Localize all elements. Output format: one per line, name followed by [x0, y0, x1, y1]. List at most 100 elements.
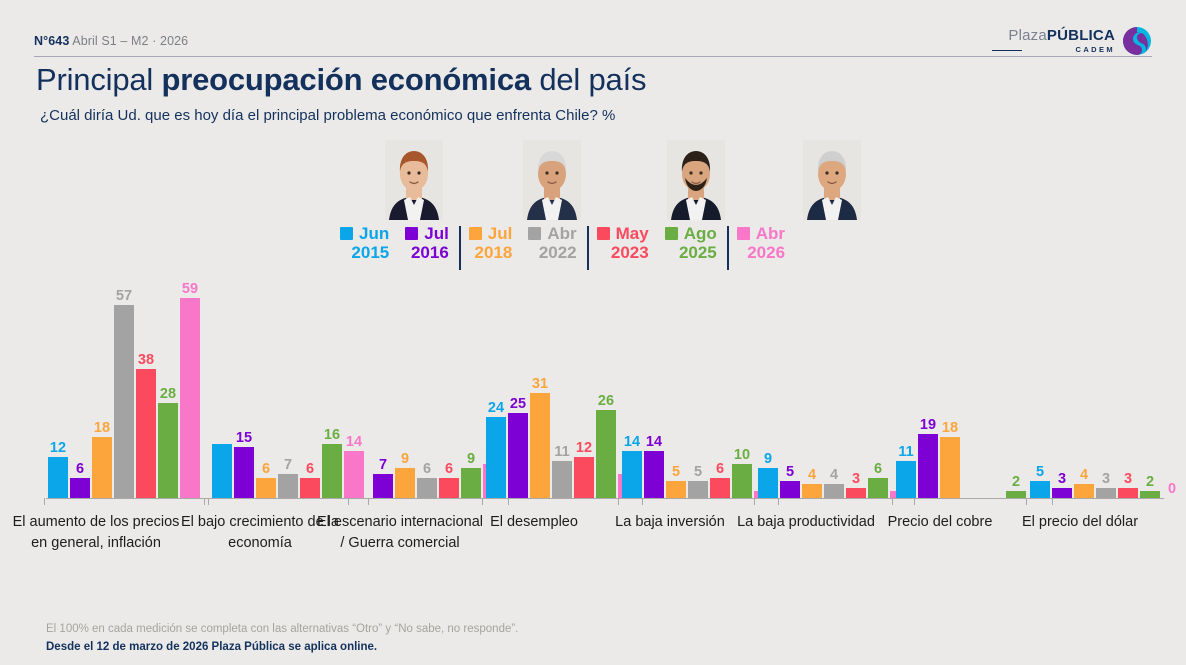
bar[interactable]: 6 — [70, 258, 90, 498]
x-axis-tick — [1052, 498, 1053, 505]
bar-rect — [461, 467, 481, 498]
bar[interactable]: 18 — [940, 258, 960, 498]
bar[interactable]: 10 — [732, 258, 752, 498]
bar-rect — [180, 298, 200, 498]
bar[interactable]: 16 — [322, 258, 342, 498]
bar[interactable]: 4 — [802, 258, 822, 498]
bar-rect — [344, 450, 364, 498]
bar-value-label: 6 — [715, 460, 725, 477]
bar[interactable]: 7 — [278, 258, 298, 498]
bar[interactable]: 9 — [395, 258, 415, 498]
legend-item-abr-2026[interactable]: Abr 2026 — [736, 224, 785, 262]
legend-year: 2016 — [410, 243, 449, 263]
bar[interactable] — [984, 258, 1004, 498]
bar[interactable]: 5 — [1030, 258, 1050, 498]
bar-rect — [552, 460, 572, 498]
bar[interactable]: 14 — [622, 258, 642, 498]
page-title: Principal preocupación económica del paí… — [36, 62, 647, 98]
issue-period: Abril S1 – M2 · 2026 — [72, 34, 189, 48]
x-axis-tick — [618, 498, 619, 505]
footer-note-2: Desde el 12 de marzo de 2026 Plaza Públi… — [46, 641, 378, 654]
bar[interactable]: 4 — [824, 258, 844, 498]
bar[interactable]: 3 — [1096, 258, 1116, 498]
bar[interactable]: 6 — [256, 258, 276, 498]
bar-group: 15 6 7 6 16 14 — [212, 258, 364, 498]
bar[interactable]: 18 — [92, 258, 112, 498]
bar-value-label: 9 — [466, 450, 476, 467]
x-axis-category-label: El bajo crecimiento de la economía — [181, 514, 339, 552]
legend-swatch-icon — [468, 227, 482, 241]
bar[interactable]: 5 — [666, 258, 686, 498]
bar[interactable]: 24 — [486, 258, 506, 498]
legend-group-3: May 2023 Ago 2025 — [586, 224, 727, 271]
bar[interactable]: 12 — [48, 258, 68, 498]
bar[interactable]: 2 — [1006, 258, 1026, 498]
bar[interactable]: 2 — [1140, 258, 1160, 498]
legend-item-jun-2015[interactable]: Jun 2015 — [340, 224, 389, 262]
x-axis-category-label: El escenario internacional / Guerra come… — [316, 514, 484, 552]
bar-value-label: 14 — [345, 433, 363, 450]
legend-item-ago-2025[interactable]: Ago 2025 — [664, 224, 717, 262]
bar[interactable]: 5 — [780, 258, 800, 498]
bar-rect — [92, 437, 112, 498]
bar[interactable]: 4 — [1074, 258, 1094, 498]
bar[interactable]: 7 — [373, 258, 393, 498]
bar[interactable]: 11 — [896, 258, 916, 498]
bar[interactable] — [962, 258, 982, 498]
legend-swatch-icon — [340, 227, 353, 241]
bar[interactable]: 57 — [114, 258, 134, 498]
bar-value-label: 6 — [305, 460, 315, 477]
bar[interactable]: 6 — [300, 258, 320, 498]
logo-subtitle-cadem: CADEM — [992, 46, 1115, 54]
bar[interactable]: 3 — [846, 258, 866, 498]
legend-swatch-icon — [528, 227, 542, 241]
legend-year: 2023 — [610, 243, 649, 263]
bar-rect — [1030, 481, 1050, 498]
bar-value-label: 10 — [733, 447, 751, 464]
bar[interactable]: 14 — [344, 258, 364, 498]
bar[interactable]: 14 — [644, 258, 664, 498]
kast-portrait — [803, 140, 861, 220]
bar[interactable]: 6 — [868, 258, 888, 498]
bar[interactable]: 6 — [439, 258, 459, 498]
legend-item-may-2023[interactable]: May 2023 — [596, 224, 649, 263]
legend-item-jul-2016[interactable]: Jul 2016 — [405, 224, 449, 262]
bar-value-label: 0 — [1167, 481, 1177, 497]
bar[interactable]: 0 — [1162, 258, 1182, 498]
bar[interactable]: 26 — [596, 258, 616, 498]
bar[interactable]: 9 — [758, 258, 778, 498]
bar[interactable]: 12 — [574, 258, 594, 498]
bar-rect — [322, 443, 342, 498]
legend-group-2: Jul 2018 Abr 2022 — [458, 224, 587, 271]
bar[interactable]: 28 — [158, 258, 178, 498]
bar-rect — [1052, 487, 1072, 498]
bar-value-label: 31 — [531, 376, 549, 392]
bar[interactable]: 25 — [508, 258, 528, 498]
bar-rect — [732, 464, 752, 498]
bar[interactable]: 19 — [918, 258, 938, 498]
bar[interactable]: 9 — [461, 258, 481, 498]
bar[interactable]: 5 — [688, 258, 708, 498]
bar[interactable]: 3 — [1052, 258, 1072, 498]
bar[interactable]: 3 — [1118, 258, 1138, 498]
bar-value-label: 7 — [283, 457, 293, 474]
legend-item-abr-2022[interactable]: Abr 2022 — [528, 224, 577, 262]
bar[interactable]: 6 — [710, 258, 730, 498]
bar[interactable]: 6 — [417, 258, 437, 498]
legend-month: Jul — [487, 224, 513, 243]
bar[interactable]: 59 — [180, 258, 200, 498]
bar-rect — [918, 433, 938, 498]
bar-value-label: 9 — [763, 450, 773, 467]
bar[interactable]: 38 — [136, 258, 156, 498]
bar-value-label: 15 — [235, 430, 253, 447]
x-axis-tick — [208, 498, 209, 505]
bar[interactable]: 11 — [552, 258, 572, 498]
legend-item-jul-2018[interactable]: Jul 2018 — [468, 224, 513, 262]
bar-rect — [780, 481, 800, 498]
bar[interactable]: 31 — [530, 258, 550, 498]
bar[interactable] — [212, 258, 232, 498]
bar[interactable]: 15 — [234, 258, 254, 498]
x-axis-category-label: La baja productividad — [737, 514, 875, 530]
issue-number: N°643 — [34, 34, 70, 48]
page-header: N°643 Abril S1 – M2 · 2026 PlazaPÚBLICA … — [34, 27, 1152, 58]
